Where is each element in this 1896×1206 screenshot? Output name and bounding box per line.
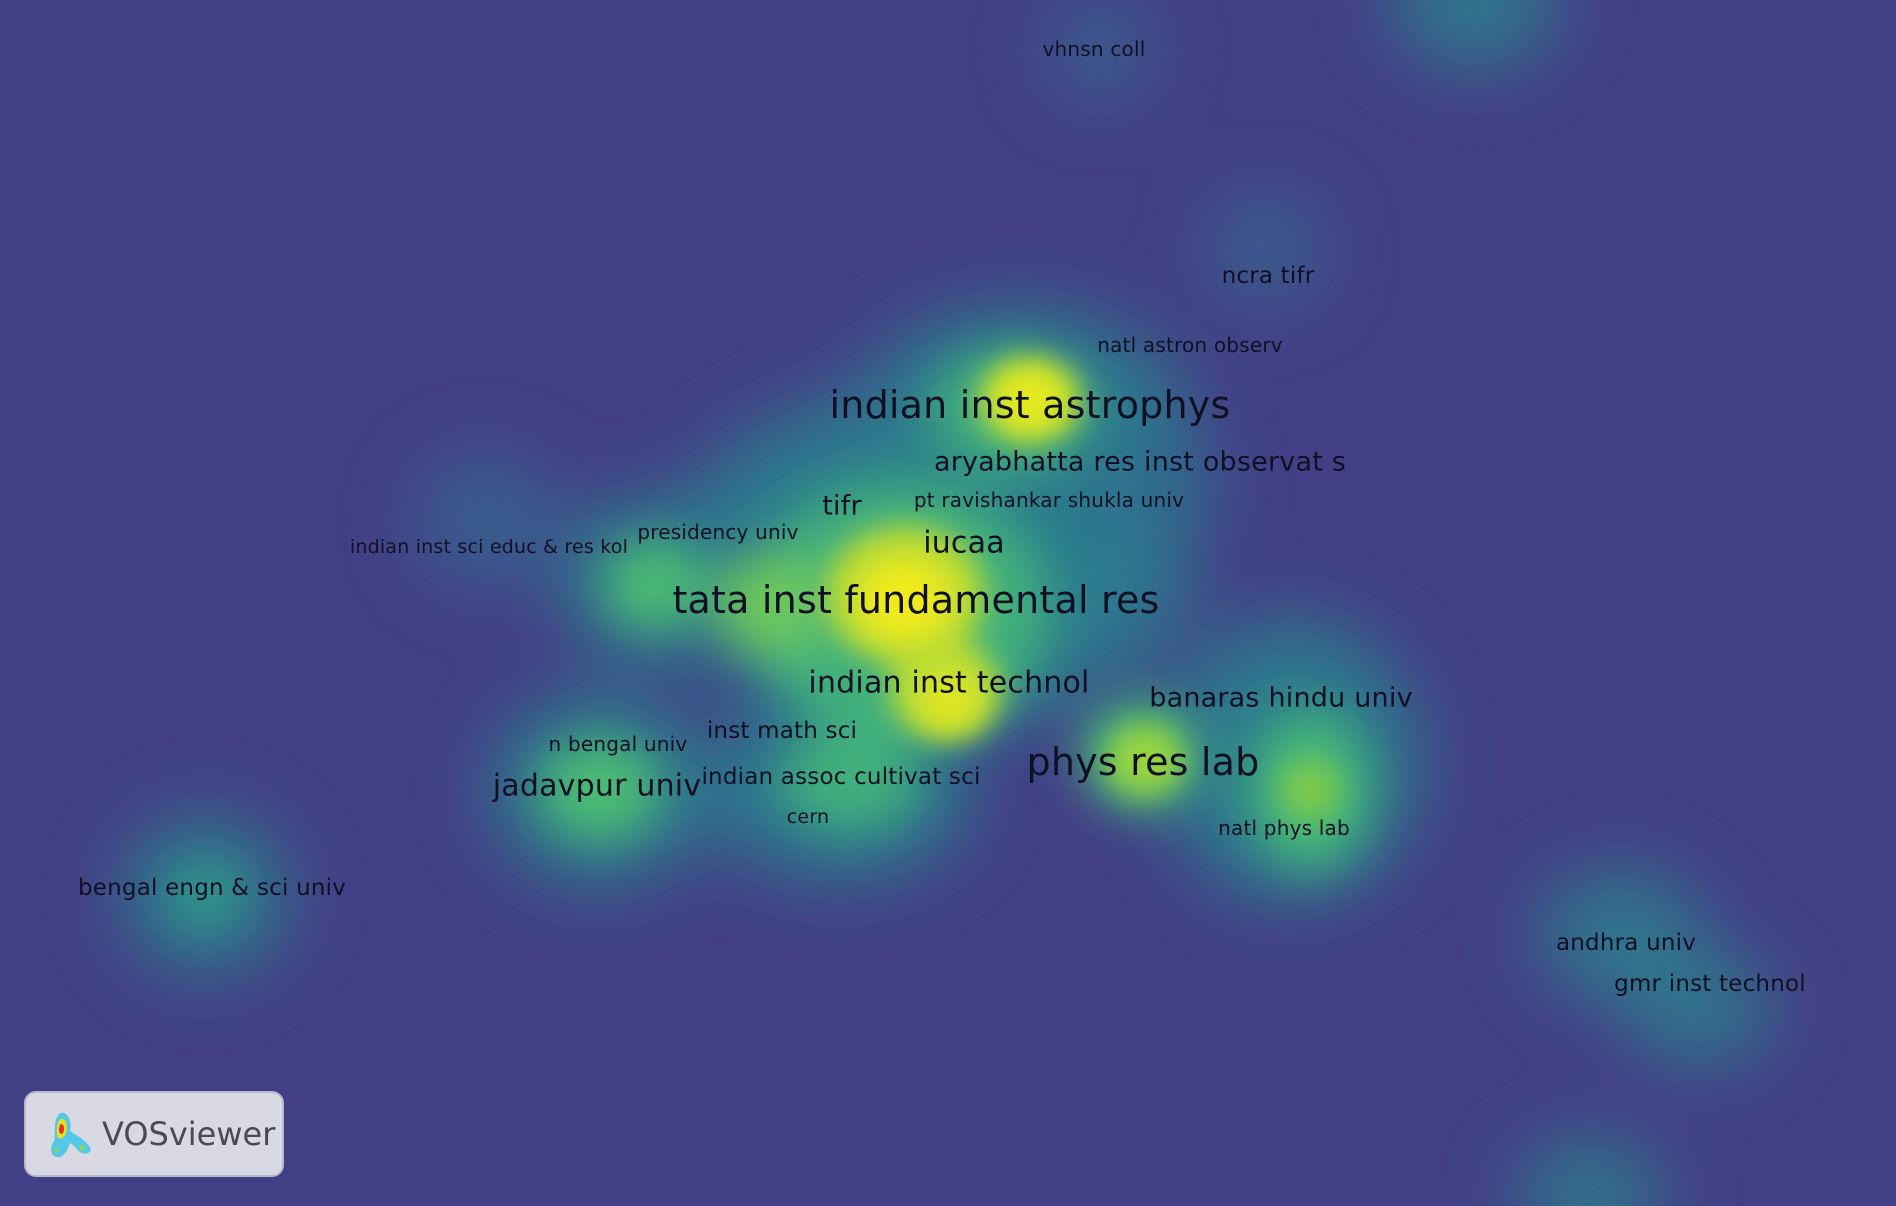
- label-inst-math-sci[interactable]: inst math sci: [706, 718, 858, 744]
- label-andhra-univ[interactable]: andhra univ: [1555, 930, 1697, 956]
- label-tifr[interactable]: tifr: [822, 490, 862, 522]
- label-natl-phys-lab[interactable]: natl phys lab: [1218, 816, 1350, 840]
- label-tata-inst-fundamental-res[interactable]: tata inst fundamental res: [672, 578, 1160, 622]
- label-gmr-inst-technol[interactable]: gmr inst technol: [1614, 971, 1806, 997]
- label-indian-inst-sci-educ-res-kol[interactable]: indian inst sci educ & res kol: [349, 536, 629, 558]
- vosviewer-logo-icon: [51, 1112, 91, 1158]
- label-ncra-tifr[interactable]: ncra tifr: [1221, 263, 1315, 289]
- vosviewer-brand-text: VOSviewer: [102, 1115, 276, 1153]
- label-natl-astron-observ[interactable]: natl astron observ: [1097, 333, 1283, 357]
- label-banaras-hindu-univ[interactable]: banaras hindu univ: [1149, 682, 1413, 714]
- label-cern[interactable]: cern: [786, 806, 830, 828]
- label-n-bengal-univ[interactable]: n bengal univ: [548, 732, 688, 756]
- label-pt-ravishankar-shukla-univ[interactable]: pt ravishankar shukla univ: [913, 488, 1185, 512]
- label-phys-res-lab[interactable]: phys res lab: [1026, 740, 1260, 784]
- label-indian-inst-technol[interactable]: indian inst technol: [808, 665, 1090, 701]
- label-iucaa[interactable]: iucaa: [923, 525, 1005, 561]
- label-presidency-univ[interactable]: presidency univ: [637, 520, 799, 544]
- label-aryabhatta-res-inst-observat-s[interactable]: aryabhatta res inst observat s: [933, 446, 1347, 478]
- label-jadavpur-univ[interactable]: jadavpur univ: [492, 768, 702, 804]
- vosviewer-badge[interactable]: VOSviewer: [24, 1091, 284, 1177]
- label-indian-inst-astrophys[interactable]: indian inst astrophys: [829, 383, 1231, 427]
- label-indian-assoc-cultivat-sci[interactable]: indian assoc cultivat sci: [701, 764, 981, 790]
- label-vhnsn-coll[interactable]: vhnsn coll: [1042, 37, 1146, 61]
- label-bengal-engn-sci-univ[interactable]: bengal engn & sci univ: [77, 875, 347, 901]
